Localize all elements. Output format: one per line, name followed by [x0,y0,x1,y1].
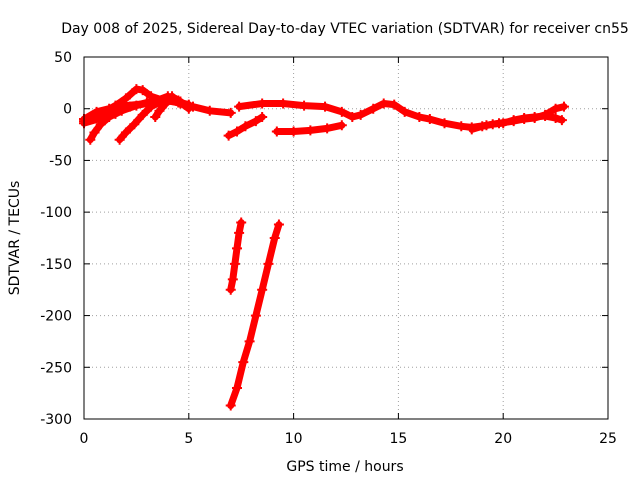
data-point [322,123,333,134]
data-point [167,93,178,104]
data-point [225,284,236,295]
x-tick-label: 10 [285,431,303,447]
data-point [137,109,148,120]
data-point [368,103,379,114]
data-point [120,127,131,138]
data-point [137,85,148,96]
data-point [154,105,165,116]
data-point [232,243,243,254]
data-point [175,96,186,107]
data-point [146,101,157,112]
data-point [257,284,268,295]
data-point [129,119,140,130]
data-point [225,107,236,118]
grid-lines [84,57,608,419]
data-point [204,105,215,116]
data-point [131,84,142,95]
data-point [250,116,261,127]
data-point [273,219,284,230]
data-point [114,134,125,145]
data-point [225,400,236,411]
data-point [278,98,289,109]
data-point [355,109,366,120]
data-point [556,115,567,126]
data-point [288,126,299,137]
data-point [238,357,249,368]
data-point [378,98,389,109]
x-tick-label: 5 [184,431,193,447]
x-tick-label: 20 [494,431,512,447]
data-point [234,101,245,112]
data-point [529,111,540,122]
data-point [271,126,282,137]
data-point [150,111,161,122]
data-point [414,111,425,122]
data-point [519,113,530,124]
data-point [456,121,467,132]
data-point [95,119,106,130]
y-tick-label: -250 [40,360,72,376]
data-point [91,106,102,117]
data-point [299,100,310,111]
x-tick-label: 15 [389,431,407,447]
y-tick-label: -200 [40,309,72,325]
y-tick-label: -300 [40,412,72,428]
chart-title: Day 008 of 2025, Sidereal Day-to-day VTE… [61,21,629,37]
data-point [257,111,268,122]
data-point [116,105,127,116]
data-point [229,258,240,269]
data-point [89,127,100,138]
data-point [232,126,243,137]
data-point [550,113,561,124]
data-point [232,382,243,393]
data-point [320,101,331,112]
y-tick-label: 50 [54,50,72,66]
data-point [269,233,280,243]
data-point [498,118,509,129]
data-point [227,274,238,285]
data-point [477,121,488,132]
data-point [223,130,234,141]
y-tick-label: 0 [63,102,72,118]
data-point [236,217,247,228]
data-point [336,120,347,131]
data-point [347,111,358,122]
data-point [85,134,96,145]
data-point [550,103,561,114]
data-point [305,125,316,136]
data-point [389,99,400,110]
data-point [104,111,115,122]
data-point [250,310,261,321]
x-axis-label: GPS time / hours [286,459,403,475]
data-point [399,106,410,117]
data-point [263,258,274,269]
series-group [79,84,569,411]
data-point [558,101,569,112]
data-point [244,336,255,347]
y-tick-label: -150 [40,257,72,273]
x-tick-label: 25 [599,431,617,447]
x-tick-label: 0 [80,431,89,447]
data-point [487,119,498,130]
data-point [466,124,477,135]
data-point [131,100,142,111]
y-tick-label: -50 [49,153,72,169]
data-point [424,114,435,125]
data-point [540,110,551,121]
data-point [508,115,519,126]
data-point [240,121,251,132]
data-point [336,106,347,117]
axis-ticks: 0 5 10 15 20 25 50 0 -50 -100 -150 -200 -250 -300 [40,50,617,447]
y-axis-label: SDTVAR / TECUs [7,181,23,296]
series-track-h [468,112,566,133]
data-point [160,98,171,109]
data-point [183,103,194,114]
series-track-g [235,100,568,131]
data-point [257,98,268,109]
plot-frame [83,56,609,420]
y-tick-label: -100 [40,205,72,221]
data-point [234,227,245,238]
data-point [439,118,450,129]
